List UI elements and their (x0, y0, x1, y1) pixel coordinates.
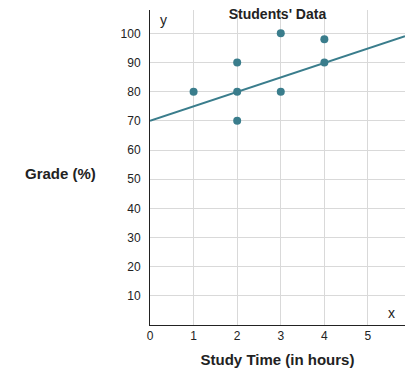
svg-text:1: 1 (190, 329, 197, 343)
svg-text:60: 60 (127, 143, 141, 157)
svg-text:90: 90 (127, 56, 141, 70)
svg-text:100: 100 (121, 27, 141, 41)
svg-text:3: 3 (277, 329, 284, 343)
svg-text:4: 4 (321, 329, 328, 343)
svg-text:Study Time (in hours): Study Time (in hours) (201, 351, 355, 368)
svg-text:Students' Data: Students' Data (229, 6, 327, 22)
svg-text:50: 50 (127, 172, 141, 186)
svg-text:40: 40 (127, 202, 141, 216)
svg-text:Grade (%): Grade (%) (25, 165, 96, 182)
svg-text:20: 20 (127, 260, 141, 274)
svg-text:2: 2 (234, 329, 241, 343)
svg-text:x: x (388, 305, 395, 321)
svg-text:80: 80 (127, 85, 141, 99)
svg-text:70: 70 (127, 114, 141, 128)
svg-text:10: 10 (127, 289, 141, 303)
svg-text:30: 30 (127, 231, 141, 245)
svg-text:0: 0 (147, 329, 154, 343)
svg-text:5: 5 (365, 329, 372, 343)
svg-text:y: y (160, 12, 167, 28)
